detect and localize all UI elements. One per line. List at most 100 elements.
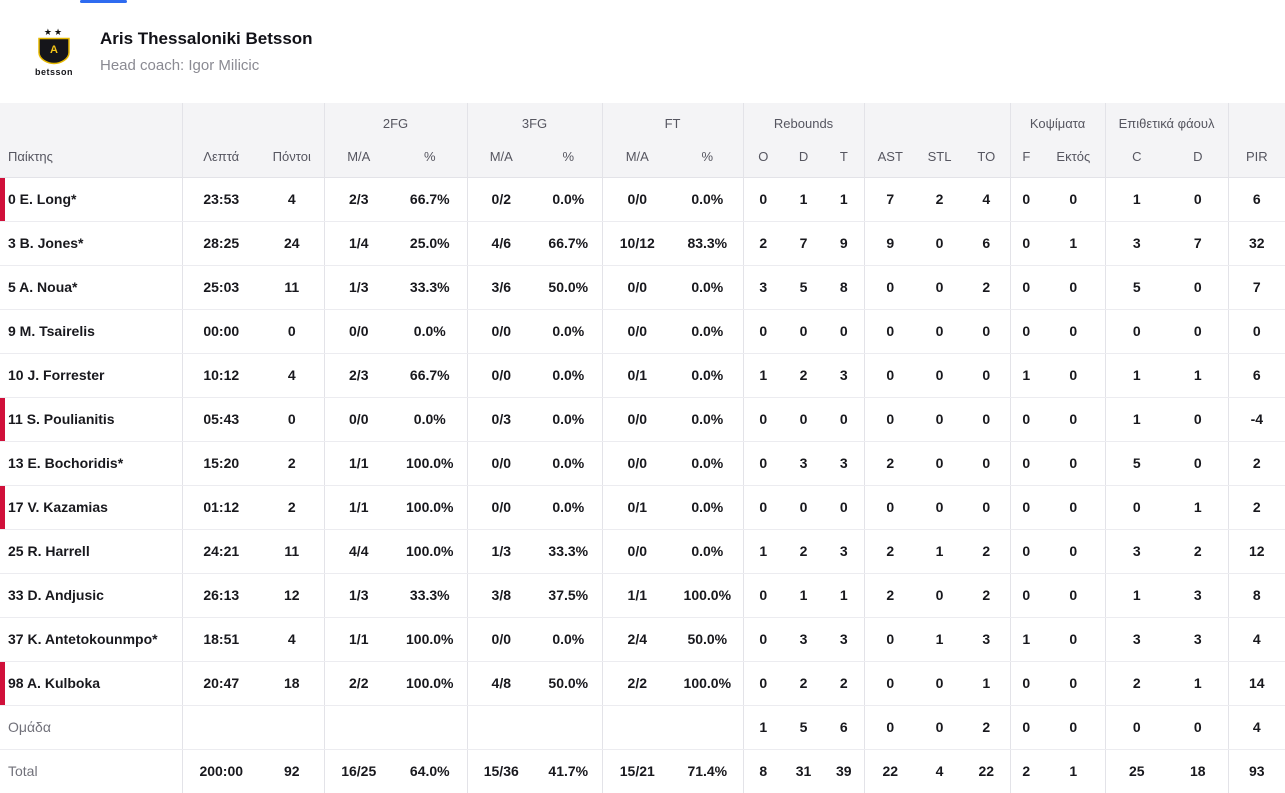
stat-cell: 7 — [783, 221, 825, 266]
col-header-fouls-c: C — [1104, 137, 1169, 178]
stat-cell: 0 — [1227, 309, 1285, 354]
stat-cell: 33.3% — [535, 529, 603, 574]
stat-cell: 0 — [783, 309, 825, 354]
stat-cell: 0 — [963, 353, 1011, 398]
stat-cell: 1 — [1168, 485, 1229, 530]
stat-cell: 22 — [963, 748, 1011, 793]
stat-cell: 0 — [916, 485, 964, 530]
stat-cell: 0.0% — [535, 485, 603, 530]
stat-cell: 2 — [742, 221, 784, 266]
stat-cell: 0/0 — [601, 397, 673, 442]
stat-cell: 33.3% — [393, 265, 468, 310]
player-cell: 25 R. Harrell — [0, 529, 182, 574]
stat-cell: 7 — [863, 177, 917, 222]
stat-cell: 37.5% — [535, 573, 603, 618]
group-header-spacer — [181, 103, 260, 137]
stat-cell: 0 — [916, 309, 964, 354]
stat-cell: 0 — [1009, 397, 1043, 442]
stat-cell: 6 — [963, 221, 1011, 266]
player-cell: 5 A. Noua* — [0, 265, 182, 310]
player-name: 33 D. Andjusic — [8, 587, 104, 603]
stat-cell: 1 — [1104, 397, 1169, 442]
stat-cell: 5 — [783, 705, 825, 750]
stat-cell: 1 — [783, 177, 825, 222]
col-header-minutes: Λεπτά — [181, 137, 260, 178]
stat-cell: 01:12 — [181, 485, 260, 530]
stat-cell: 0.0% — [535, 441, 603, 486]
stat-cell: 12 — [260, 573, 324, 618]
stat-cell: 2 — [260, 485, 324, 530]
col-header-points: Πόντοι — [260, 137, 324, 178]
stat-cell: 0 — [1009, 661, 1043, 706]
stat-cell: 25:03 — [181, 265, 260, 310]
stat-cell: 1/4 — [323, 221, 393, 266]
group-header-2fg: 2FG — [323, 103, 468, 137]
stat-cell: 0 — [1168, 177, 1229, 222]
stat-cell: 33.3% — [393, 573, 468, 618]
stat-cell: 1 — [1104, 353, 1169, 398]
group-header-spacer — [0, 103, 182, 137]
stat-cell: 50.0% — [535, 265, 603, 310]
group-header-3fg: 3FG — [466, 103, 603, 137]
player-name: 9 M. Tsairelis — [8, 323, 95, 339]
stat-cell: 6 — [1227, 353, 1285, 398]
stat-cell: 100.0% — [393, 441, 468, 486]
stat-cell: 1 — [1042, 748, 1106, 793]
box-score-table: 2FG 3FG FT Rebounds Κοψίματα Επιθετικά φ… — [0, 103, 1285, 793]
stat-cell: 10/12 — [601, 221, 673, 266]
stat-cell: 2 — [260, 441, 324, 486]
stat-cell: 0 — [1009, 529, 1043, 574]
player-cell: 11 S. Poulianitis — [0, 397, 182, 442]
stat-cell: 1/1 — [323, 485, 393, 530]
stat-cell: 2 — [1227, 441, 1285, 486]
stat-cell: 6 — [1227, 177, 1285, 222]
stat-cell: 0 — [742, 573, 784, 618]
player-name: Ομάδα — [8, 719, 51, 735]
stat-cell: 0/0 — [466, 441, 536, 486]
player-cell: 10 J. Forrester — [0, 353, 182, 398]
stat-cell: 2/4 — [601, 617, 673, 662]
stat-cell: 18 — [1168, 748, 1229, 793]
stat-cell: 0 — [1042, 573, 1106, 618]
stat-cell: 0 — [260, 397, 324, 442]
group-header-spacer — [260, 103, 324, 137]
stat-cell: 0 — [963, 441, 1011, 486]
stat-cell: 3 — [824, 441, 865, 486]
player-name: 10 J. Forrester — [8, 367, 105, 383]
col-header-fouls-d: D — [1168, 137, 1229, 178]
col-header-ft-pct: % — [672, 137, 744, 178]
table-row: 10 J. Forrester 10:12 4 2/3 66.7% 0/0 0.0% 0/1 0… — [0, 353, 1285, 398]
stat-cell: 25 — [1104, 748, 1169, 793]
stat-cell: 0/0 — [323, 309, 393, 354]
stat-cell: 1 — [742, 353, 784, 398]
stat-cell: 100.0% — [393, 617, 468, 662]
logo-stars-icon: ★★ — [43, 26, 65, 37]
col-header-stl: STL — [916, 137, 964, 178]
player-cell: Ομάδα — [0, 705, 182, 750]
stat-cell: 8 — [1227, 573, 1285, 618]
stat-cell: 0 — [1042, 529, 1106, 574]
stat-cell: 0 — [1168, 705, 1229, 750]
stat-cell: 64.0% — [393, 748, 468, 793]
stat-cell: 0 — [863, 309, 917, 354]
stat-cell: 1 — [916, 529, 964, 574]
stat-cell: 00:00 — [181, 309, 260, 354]
stat-cell: 1 — [1104, 177, 1169, 222]
stat-cell: 16/25 — [323, 748, 393, 793]
table-row: 3 B. Jones* 28:25 24 1/4 25.0% 4/6 66.7% 10/12 8… — [0, 221, 1285, 266]
stat-cell: 0 — [916, 661, 964, 706]
stat-cell: 3 — [742, 265, 784, 310]
stat-cell: 7 — [1168, 221, 1229, 266]
stat-cell: 2 — [963, 705, 1011, 750]
col-header-reb-t: T — [824, 137, 865, 178]
stat-cell: 0 — [916, 705, 964, 750]
stat-cell: 4 — [916, 748, 964, 793]
on-court-indicator — [0, 177, 5, 221]
stat-cell: 24:21 — [181, 529, 260, 574]
stat-cell: 0 — [1009, 573, 1043, 618]
stat-cell: 0 — [742, 309, 784, 354]
coach-subtitle: Head coach: Igor Milicic — [100, 57, 260, 74]
col-header-ast: AST — [863, 137, 917, 178]
stat-cell: 1 — [916, 617, 964, 662]
stat-cell: 0 — [863, 485, 917, 530]
